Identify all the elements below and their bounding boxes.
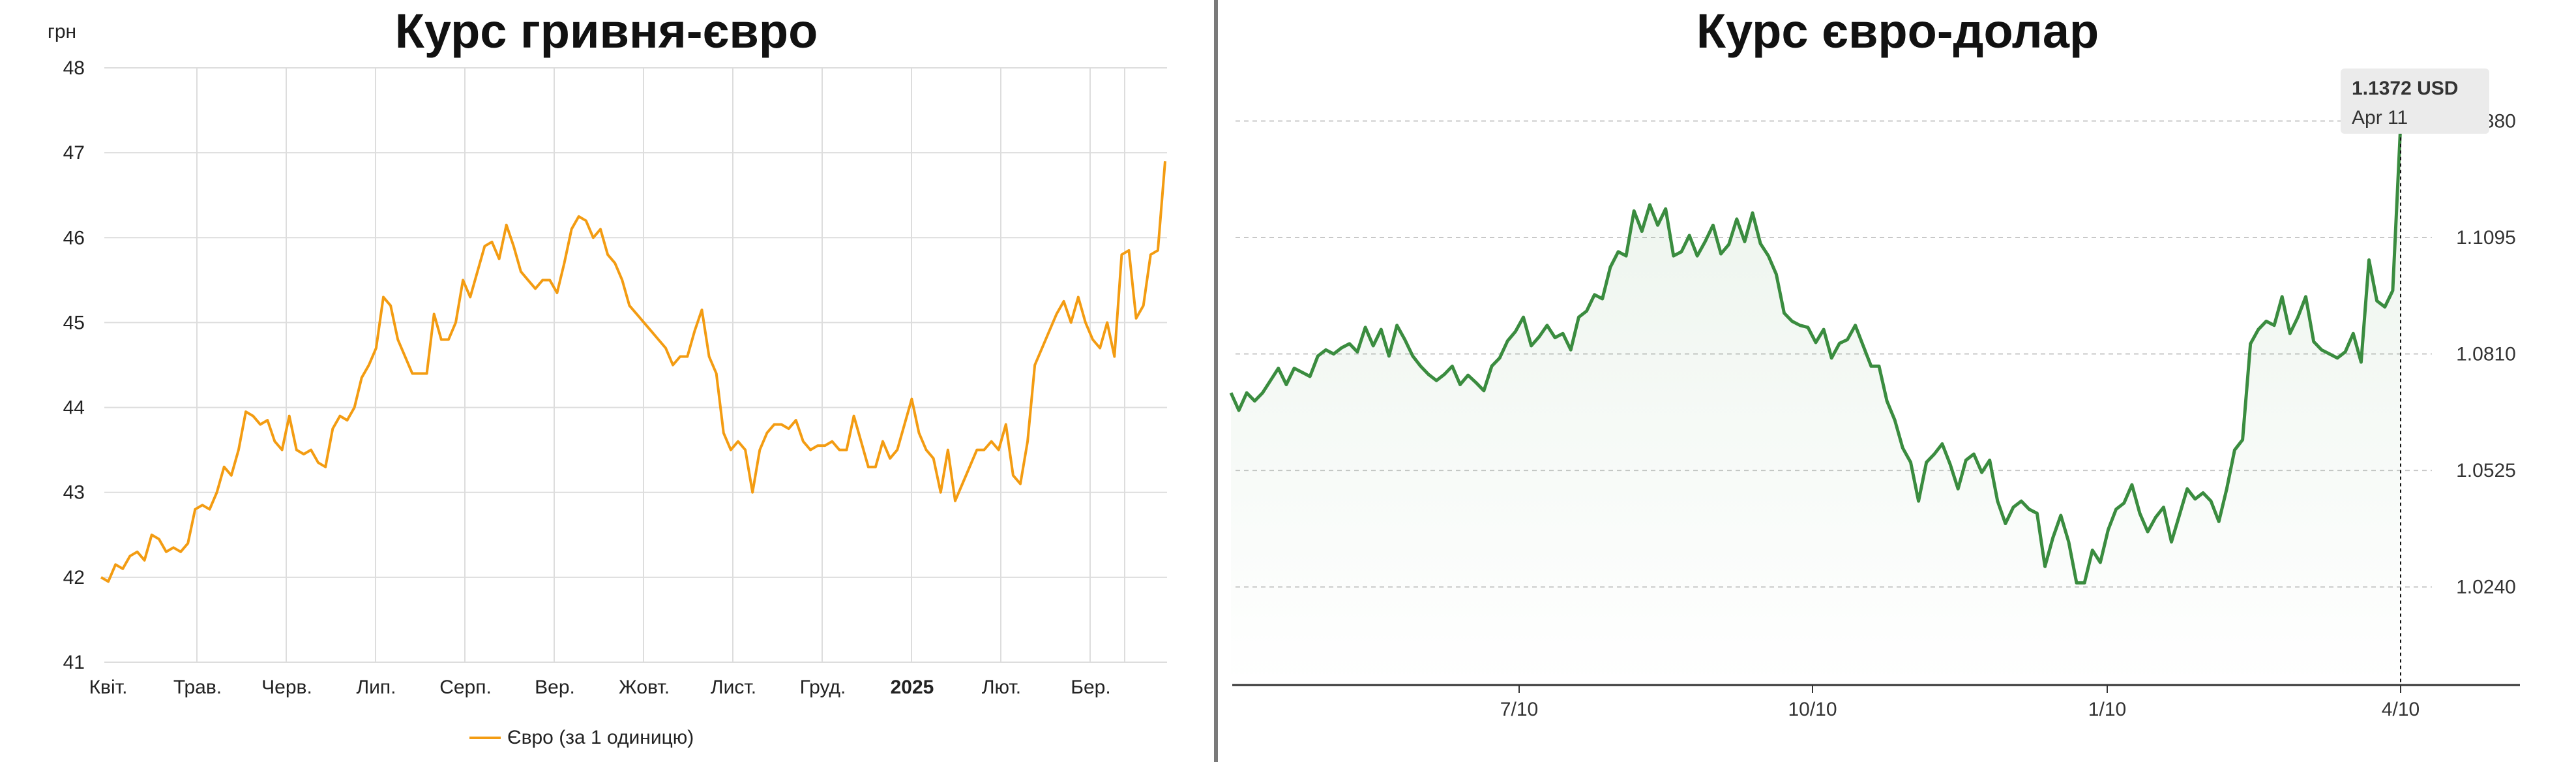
y-tick-label: 46 [63,227,85,249]
x-tick-label: Груд. [800,677,846,698]
y-tick-label: 44 [63,397,85,419]
y-tick-label: 48 [63,57,85,79]
y-tick-label: 41 [63,652,85,673]
chart-uah-eur: 41 42 43 44 45 46 47 48 грн Квіт. Трав. Черв. Лип. Се… [48,21,1167,698]
legend[interactable]: Євро (за 1 одиницю) [469,727,694,749]
y-tick-label: 1.0525 [2456,460,2516,481]
tooltip-value: 1.1372 USD [2352,78,2458,99]
x-tick-label: Квіт. [89,677,128,698]
x-tick-label: Трав. [173,677,222,698]
x-tick-label: 10/10 [1788,699,1837,720]
x-tick-label: Лип. [356,677,396,698]
x-tick-label: 1/10 [2088,699,2126,720]
y-tick-label: 1.0810 [2456,344,2516,365]
series-line-euro [100,161,1166,583]
legend-swatch [469,737,501,739]
y-tick-label: 47 [63,142,85,164]
x-tick-label: Лют. [982,677,1021,698]
chart-panel-uah-eur: Курс гривня-євро 41 42 43 44 45 46 47 48 грн Квіт… [0,0,1213,762]
x-tick-label: Бер. [1071,677,1110,698]
tooltip-date: Apr 11 [2352,107,2408,129]
chart-panel-eur-usd: Курс євро-долар 1.0240 1.0525 1.0810 1.1095… [1219,0,2576,762]
x-tick-label: Жовт. [619,677,670,698]
y-tick-label: 45 [63,312,85,333]
legend-label: Євро (за 1 одиницю) [507,727,694,748]
series-area-fill [1231,124,2401,685]
chart-eur-usd: 1.02401.05251.08101.10951.13807/1010/101… [1229,69,2520,720]
series-line-eurusd [1229,124,2403,585]
y-tick-label: 43 [63,482,85,504]
x-tick-label: 7/10 [1500,699,1538,720]
x-tick-label: Серп. [439,677,492,698]
tooltip-box [2341,69,2489,134]
y-tick-label: 42 [63,567,85,588]
y-tick-label: 1.0240 [2456,577,2516,598]
x-tick-label: 4/10 [2382,699,2420,720]
y-tick-label: 1.1095 [2456,227,2516,249]
x-tick-label: 2025 [891,677,934,698]
chart-title: Курс гривня-євро [394,4,818,58]
x-tick-label: Черв. [261,677,312,698]
x-tick-label: Вер. [535,677,575,698]
x-tick-label: Лист. [711,677,756,698]
panel-divider [1214,0,1218,762]
y-axis-label: грн [48,21,76,42]
chart-title: Курс євро-долар [1696,4,2099,58]
